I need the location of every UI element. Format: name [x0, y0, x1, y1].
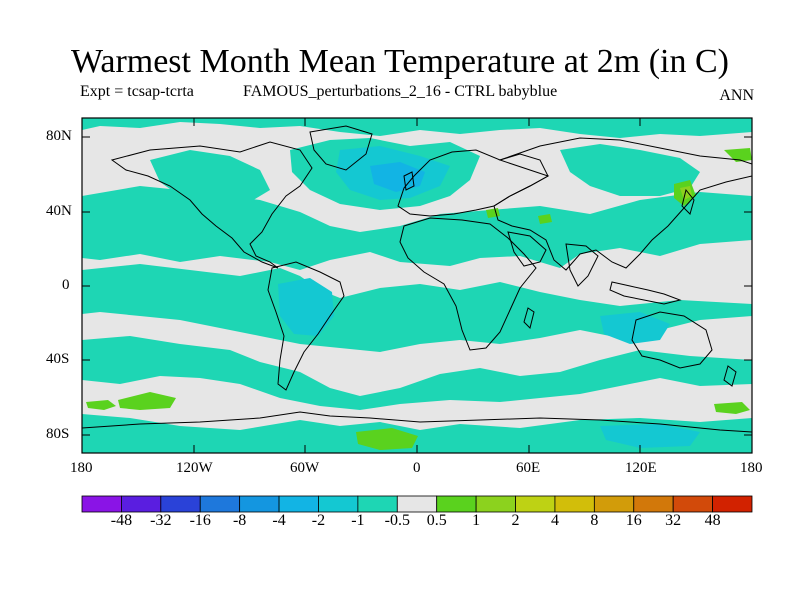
- season-label: ANN: [719, 87, 754, 104]
- coastline-new-zealand: [723, 365, 737, 387]
- contour-green-west-antarctic: [86, 400, 116, 410]
- colorbar-tick-label: -2: [311, 512, 326, 529]
- colorbar-swatch: [81, 495, 122, 513]
- coastline-europe: [397, 149, 549, 217]
- colorbar-swatch: [160, 495, 201, 513]
- colorbar-swatch: [593, 495, 635, 513]
- lon-label-180e: 180: [740, 460, 763, 476]
- coastline-madagascar: [523, 307, 535, 329]
- temperature-field: [82, 118, 752, 453]
- lon-label-0: 0: [413, 460, 421, 476]
- coastline-india: [565, 243, 599, 287]
- colorbar-tick-label: 8: [590, 512, 599, 529]
- lat-label-80s: 80S: [46, 426, 70, 442]
- colorbar-swatch: [318, 495, 359, 513]
- contour-green-mideast: [538, 214, 552, 224]
- colorbar-tick-label: -4: [272, 512, 286, 529]
- coastline-greenland: [309, 125, 373, 171]
- colorbar-tick-label: 32: [665, 512, 682, 529]
- contour-teal-antarctic: [82, 414, 752, 453]
- lat-label-40n: 40N: [46, 203, 72, 219]
- coastline-japan: [681, 188, 695, 215]
- contour-green-arctic-east: [724, 148, 752, 162]
- coastline-north-america: [110, 141, 313, 269]
- colorbar-tick-label: -32: [150, 512, 172, 529]
- lon-label-60w: 60W: [290, 460, 320, 476]
- colorbar-tick-label: 48: [704, 512, 721, 529]
- colorbar-swatch: [357, 495, 398, 513]
- colorbar-swatch: [239, 495, 280, 513]
- lat-label-40s: 40S: [46, 351, 70, 367]
- colorbar-tick-label: -48: [110, 512, 133, 529]
- contour-green-southern-ocean: [714, 402, 750, 414]
- colorbar-tick-label: 0.5: [426, 512, 447, 529]
- contour-teal-band-north: [82, 186, 752, 270]
- lat-label-0: 0: [62, 277, 70, 293]
- coastlines: [82, 125, 752, 433]
- coastline-indonesia: [609, 281, 682, 305]
- coastline-africa: [399, 217, 537, 351]
- colorbar-swatch: [633, 495, 674, 513]
- contour-blue-atlantic-core: [370, 162, 425, 192]
- coastline-australia: [631, 311, 713, 369]
- colorbar-tick-label: -8: [232, 512, 247, 529]
- lat-label-80n: 80N: [46, 128, 72, 144]
- contour-teal-tropics: [82, 264, 752, 352]
- coastline-south-america: [267, 261, 345, 391]
- colorbar-tick-label: 1: [472, 512, 481, 529]
- colorbar-swatch: [199, 495, 241, 513]
- colorbar-swatch: [278, 495, 319, 513]
- longitude-ticks: [193, 118, 641, 453]
- colorbar-swatch: [554, 495, 595, 513]
- colorbar-tick-label: 4: [550, 512, 559, 529]
- contour-teal-north-america: [150, 150, 270, 204]
- map-title: Warmest Month Mean Temperature at 2m (in…: [70, 43, 730, 80]
- contour-teal-arctic: [82, 118, 752, 138]
- lon-label-60e: 60E: [516, 460, 541, 476]
- contour-teal-siberia: [560, 144, 700, 196]
- contour-teal-southern: [82, 336, 752, 410]
- colorbar: [81, 495, 753, 513]
- colorbar-swatch: [436, 495, 477, 513]
- contour-green-antarctic: [356, 428, 418, 450]
- coastline-arabia: [507, 231, 547, 267]
- colorbar-swatch: [396, 495, 438, 513]
- colorbar-tick-label: -1: [351, 512, 365, 529]
- colorbar-swatch: [712, 495, 753, 513]
- lon-label-120w: 120W: [176, 460, 213, 476]
- contour-cyan-pacific: [600, 312, 670, 344]
- colorbar-tick-label: 2: [511, 512, 520, 529]
- lon-label-180w: 180: [70, 460, 93, 476]
- coastline-uk: [403, 171, 415, 191]
- contour-cyan-antarctic: [600, 424, 700, 448]
- contour-cyan-south-america: [278, 278, 334, 336]
- run-description: FAMOUS_perturbations_2_16 - CTRL babyblu…: [243, 83, 558, 100]
- colorbar-tick-label: -0.5: [384, 512, 410, 529]
- colorbar-tick-label: 16: [625, 512, 642, 529]
- coastline-antarctica: [82, 411, 752, 433]
- colorbar-swatch: [475, 495, 516, 513]
- colorbar-swatch: [121, 495, 162, 513]
- lon-label-120e: 120E: [625, 460, 657, 476]
- latitude-ticks: [82, 136, 752, 436]
- contour-lime-japan-core: [680, 186, 692, 200]
- colorbar-tick-label: -16: [189, 512, 211, 529]
- coastline-asia: [493, 137, 752, 271]
- experiment-label: Expt = tcsap-tcrta: [80, 83, 194, 100]
- contour-green-south-pacific: [118, 392, 176, 410]
- colorbar-swatch: [672, 495, 713, 513]
- colorbar-swatch: [515, 495, 556, 513]
